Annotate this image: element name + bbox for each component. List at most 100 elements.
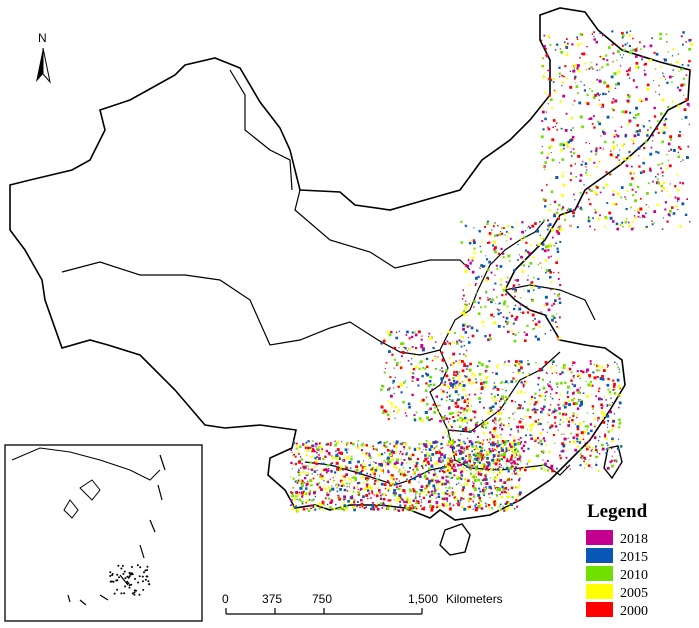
land-use-speckle [662,186,665,190]
land-use-speckle [504,320,507,323]
land-use-speckle [583,467,586,469]
land-use-speckle [490,271,493,274]
land-use-speckle [420,505,422,507]
land-use-speckle [625,159,627,161]
land-use-speckle [464,399,466,401]
land-use-speckle [453,494,455,496]
land-use-speckle [493,384,495,387]
land-use-speckle [505,459,509,463]
land-use-speckle [653,210,657,213]
land-use-speckle [672,149,676,152]
land-use-speckle [524,391,527,394]
land-use-speckle [657,151,660,154]
land-use-speckle [489,450,492,453]
land-use-speckle [563,437,567,441]
land-use-speckle [430,508,434,512]
land-use-speckle [485,468,488,471]
land-use-speckle [594,93,598,97]
land-use-speckle [653,51,656,54]
land-use-speckle [424,457,428,461]
land-use-speckle [422,496,426,500]
land-use-speckle [661,228,664,230]
land-use-speckle [468,303,470,305]
land-use-speckle [486,241,489,244]
land-use-speckle [407,457,410,460]
land-use-speckle [455,497,458,501]
land-use-speckle [600,406,603,409]
land-use-speckle [292,463,294,465]
land-use-speckle [612,61,614,63]
land-use-speckle [421,451,423,453]
land-use-speckle [591,448,593,450]
land-use-speckle [514,289,517,293]
land-use-speckle [486,258,489,261]
inset-island-dot [111,574,114,577]
land-use-speckle [362,452,365,455]
scale-tick-750: 750 [312,592,332,606]
land-use-speckle [370,507,373,511]
land-use-speckle [588,158,591,161]
inset-island-dot [116,579,119,582]
land-use-speckle [538,389,541,391]
land-use-speckle [468,378,471,382]
land-use-speckle [336,484,339,487]
land-use-speckle [524,415,527,418]
land-use-speckle [498,233,502,236]
land-use-speckle [298,491,301,494]
land-use-speckle [402,475,404,478]
land-use-speckle [619,149,621,151]
land-use-speckle [548,77,552,81]
land-use-speckle [449,387,451,389]
land-use-speckle [637,215,640,218]
land-use-speckle [607,430,610,433]
land-use-speckle [544,92,547,94]
land-use-speckle [569,225,571,227]
land-use-speckle [537,320,541,324]
land-use-speckle [448,471,451,474]
land-use-speckle [441,498,444,500]
land-use-speckle [574,398,577,400]
land-use-speckle [501,428,504,431]
land-use-speckle [561,193,564,197]
land-use-speckle [428,380,432,383]
land-use-speckle [494,504,496,507]
land-use-speckle [505,491,507,494]
land-use-speckle [523,466,526,469]
land-use-speckle [492,435,495,439]
land-use-speckle [629,172,632,175]
land-use-speckle [318,443,320,445]
land-use-speckle [531,298,533,300]
land-use-speckle [518,331,520,334]
land-use-speckle [481,479,484,482]
land-use-speckle [435,506,438,509]
land-use-speckle [610,150,612,152]
land-use-speckle [465,461,469,464]
land-use-speckle [513,339,517,343]
land-use-speckle [483,466,485,469]
land-use-speckle [621,110,625,114]
land-use-speckle [455,431,457,433]
land-use-speckle [472,482,475,485]
land-use-speckle [567,437,570,439]
land-use-speckle [517,494,520,497]
land-use-speckle [591,123,594,125]
inset-island-dot [133,591,136,594]
land-use-speckle [342,468,344,471]
land-use-speckle [473,227,475,229]
land-use-speckle [494,282,497,285]
land-use-speckle [443,383,446,386]
land-use-speckle [580,431,584,435]
land-use-speckle [532,276,535,279]
land-use-speckle [430,445,433,448]
land-use-speckle [492,288,495,291]
land-use-speckle [477,275,480,278]
land-use-speckle [474,455,477,457]
land-use-speckle [342,484,345,487]
land-use-speckle [520,425,524,429]
land-use-speckle [481,373,483,375]
land-use-speckle [449,398,451,401]
land-use-speckle [549,145,553,148]
land-use-speckle [389,415,391,417]
land-use-speckle [571,155,573,157]
land-use-speckle [307,446,310,450]
